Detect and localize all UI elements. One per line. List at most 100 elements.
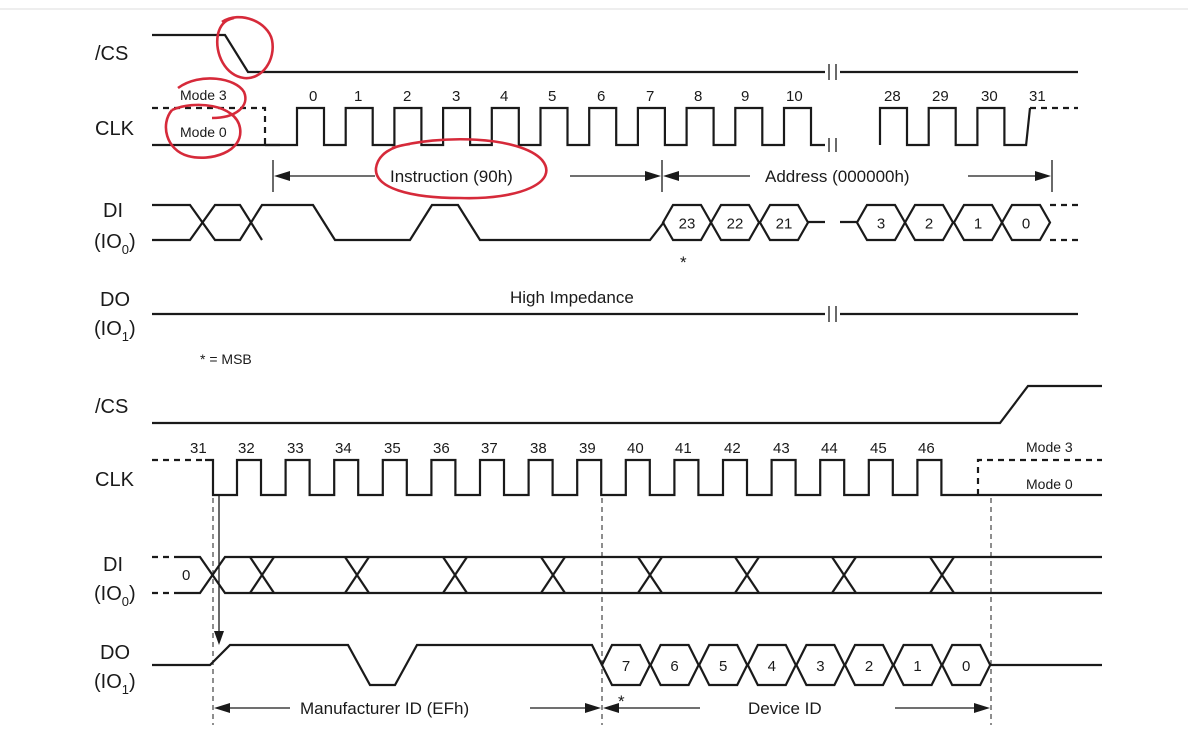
clk-num-top-4: 4: [500, 88, 508, 105]
di-high-bottom: [180, 555, 1102, 595]
cs-label-top: /CS: [95, 43, 128, 65]
do-label-bottom: DO: [100, 642, 130, 664]
address-label: Address (000000h): [765, 167, 910, 186]
clk-num-bottom-42: 42: [724, 440, 741, 457]
clk-num-bottom-43: 43: [773, 440, 790, 457]
clk-label-top: CLK: [95, 118, 135, 140]
do-bit-bottom-2-label: 5: [719, 658, 727, 675]
msb-star-bottom: *: [618, 692, 625, 711]
clk-num-top-6: 6: [597, 88, 605, 105]
clk-num-top-10: 10: [786, 88, 803, 105]
di-bit-top-22-label: 22: [727, 216, 744, 233]
clk-num-top-2: 2: [403, 88, 411, 105]
clk-num-bottom-41: 41: [675, 440, 692, 457]
dev-arrowhead-left: [603, 703, 619, 713]
do-device-bits-bottom: 7 6 5 4 3 2 1 0: [600, 643, 992, 687]
clk-num-top-31: 31: [1029, 88, 1046, 105]
clk-num-top-29: 29: [932, 88, 949, 105]
annotation-circle-mode0: [164, 103, 242, 159]
clk-waveform-top-b: [878, 106, 1032, 147]
io0-label-bottom: (IO0): [94, 583, 136, 609]
clk-num-top-9: 9: [741, 88, 749, 105]
cs-waveform-top: [152, 33, 825, 74]
clk-mode3-dashed-top: [152, 106, 267, 145]
di-crosses-bottom: [249, 556, 955, 594]
io1-label-top: (IO1): [94, 318, 136, 344]
di-bit-top-b-0: [1000, 203, 1052, 242]
di-cross-bottom-b-5: [734, 556, 760, 594]
di-bit-top-21-label: 21: [776, 216, 793, 233]
io0-label-top: (IO0): [94, 231, 136, 257]
clk-num-bottom-35: 35: [384, 440, 401, 457]
di-cross-bottom-b-4: [637, 556, 663, 594]
di-label-bottom: DI: [103, 554, 123, 576]
msb-note: * = MSB: [200, 351, 252, 367]
di-bit-top-b-0-label: 0: [1022, 216, 1030, 233]
cs-label-bottom: /CS: [95, 396, 128, 418]
do-bit-bottom-1-label: 6: [670, 658, 678, 675]
di-cross-top: [152, 203, 263, 242]
clk-num-bottom-46: 46: [918, 440, 935, 457]
di-address-bits-top: 23 22 21 3 2 1 0: [661, 203, 1078, 242]
mode0-label-top: Mode 0: [180, 124, 227, 140]
clk-num-bottom-32: 32: [238, 440, 255, 457]
clk-num-bottom-34: 34: [335, 440, 352, 457]
clk-num-bottom-36: 36: [433, 440, 450, 457]
clk-num-bottom-31: 31: [190, 440, 207, 457]
mfr-arrowhead-right: [585, 703, 601, 713]
mfr-arrowhead-left: [214, 703, 230, 713]
instr-arrowhead-left: [274, 171, 290, 181]
io1-label-bottom: (IO1): [94, 671, 136, 697]
addr-arrowhead-right: [1035, 171, 1051, 181]
di-bit-top-b-3-label: 3: [877, 216, 885, 233]
clk-num-top-28: 28: [884, 88, 901, 105]
annotation-circle-instruction: [374, 137, 548, 200]
mode3-label-bottom: Mode 3: [1026, 439, 1073, 455]
clk-waveform-top-a: [265, 106, 825, 147]
clk-num-bottom-38: 38: [530, 440, 547, 457]
clock-numbers-top: 0 1 2 3 4 5 6 7 8 9 10 28 29 30 31: [309, 88, 1046, 105]
di-label-top: DI: [103, 200, 123, 222]
addr-arrowhead-left: [663, 171, 679, 181]
instruction-label: Instruction (90h): [390, 167, 513, 186]
clk-num-bottom-44: 44: [821, 440, 838, 457]
do-bit-bottom-6-label: 1: [913, 658, 921, 675]
dev-arrowhead-right: [974, 703, 990, 713]
clk-num-top-1: 1: [354, 88, 362, 105]
clk-label-bottom: CLK: [95, 469, 135, 491]
clk-to-do-arrowhead: [214, 631, 224, 645]
do-label-top: DO: [100, 289, 130, 311]
clk-num-bottom-37: 37: [481, 440, 498, 457]
clk-num-top-30: 30: [981, 88, 998, 105]
manufacturer-label: Manufacturer ID (EFh): [300, 699, 469, 718]
device-id-label: Device ID: [748, 699, 822, 718]
di-cross-bottom-b-1: [344, 556, 370, 594]
do-bit-bottom-7-label: 0: [962, 658, 970, 675]
di-cross-bottom-b-2: [442, 556, 468, 594]
clk-num-top-3: 3: [452, 88, 460, 105]
di-bit-top-b-2-label: 2: [925, 216, 933, 233]
do-bit-bottom-5-label: 2: [865, 658, 873, 675]
msb-star-top: *: [680, 253, 687, 272]
di-bit-top-23-label: 23: [679, 216, 696, 233]
clk-num-bottom-33: 33: [287, 440, 304, 457]
di-cross-bottom-b-3: [540, 556, 566, 594]
di-cross-bottom-b-0: [249, 556, 275, 594]
clock-numbers-bottom: 31 32 33 34 35 36 37 38 39 40 41 42 43 4…: [190, 440, 935, 457]
clk-num-bottom-39: 39: [579, 440, 596, 457]
di-cross-bottom-b-6: [831, 556, 857, 594]
clk-num-bottom-45: 45: [870, 440, 887, 457]
instr-arrowhead-right: [645, 171, 661, 181]
di-waveform-top: [152, 203, 665, 242]
do-manufacturer-waveform: [152, 643, 603, 687]
do-bit-bottom-3-label: 4: [768, 658, 776, 675]
di-bit-0-bottom: 0: [182, 567, 190, 584]
do-bit-bottom-4-label: 3: [816, 658, 824, 675]
di-bit-top-b-1-label: 1: [974, 216, 982, 233]
clk-waveform-bottom: [205, 458, 1102, 497]
clk-num-top-8: 8: [694, 88, 702, 105]
clk-num-bottom-40: 40: [627, 440, 644, 457]
di-cross-bottom-b-7: [929, 556, 955, 594]
